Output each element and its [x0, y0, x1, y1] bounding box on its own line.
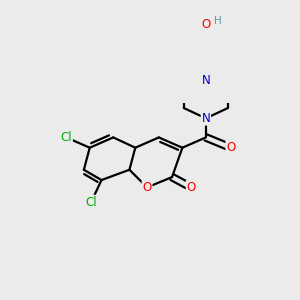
Text: N: N — [202, 74, 210, 87]
Text: Cl: Cl — [85, 196, 97, 208]
Text: Cl: Cl — [60, 131, 72, 144]
Text: O: O — [226, 141, 236, 154]
Text: O: O — [142, 181, 152, 194]
Text: O: O — [201, 18, 211, 31]
Text: O: O — [187, 181, 196, 194]
Text: N: N — [202, 112, 210, 125]
Text: H: H — [214, 16, 221, 26]
